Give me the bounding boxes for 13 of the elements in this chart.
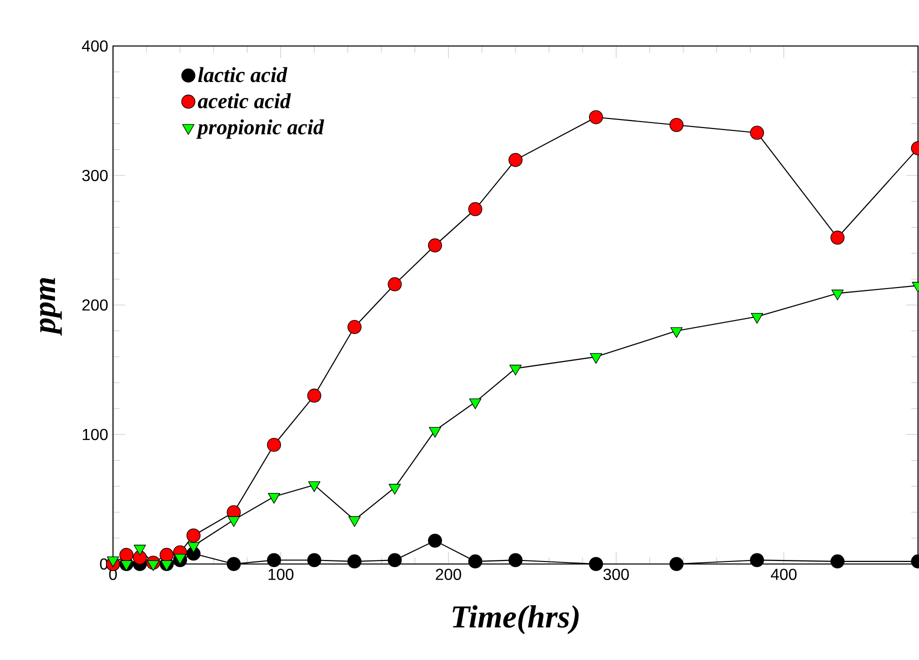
y-tick-label: 200: [82, 299, 108, 311]
legend-label: lactic acid: [198, 67, 288, 82]
x-axis-title: Time(hrs): [452, 605, 579, 634]
y-tick-label: 100: [82, 428, 108, 440]
legend-label: acetic acid: [198, 93, 291, 108]
x-tick-label: 100: [268, 568, 294, 580]
legend-label: propionic acid: [196, 119, 324, 139]
x-tick-label: 400: [770, 568, 797, 580]
y-axis-title: ppm: [40, 278, 62, 336]
x-tick-label: 300: [603, 568, 629, 580]
y-tick-label: 400: [82, 40, 108, 52]
x-tick-label: 200: [436, 568, 462, 580]
y-tick-label: 300: [82, 170, 108, 182]
